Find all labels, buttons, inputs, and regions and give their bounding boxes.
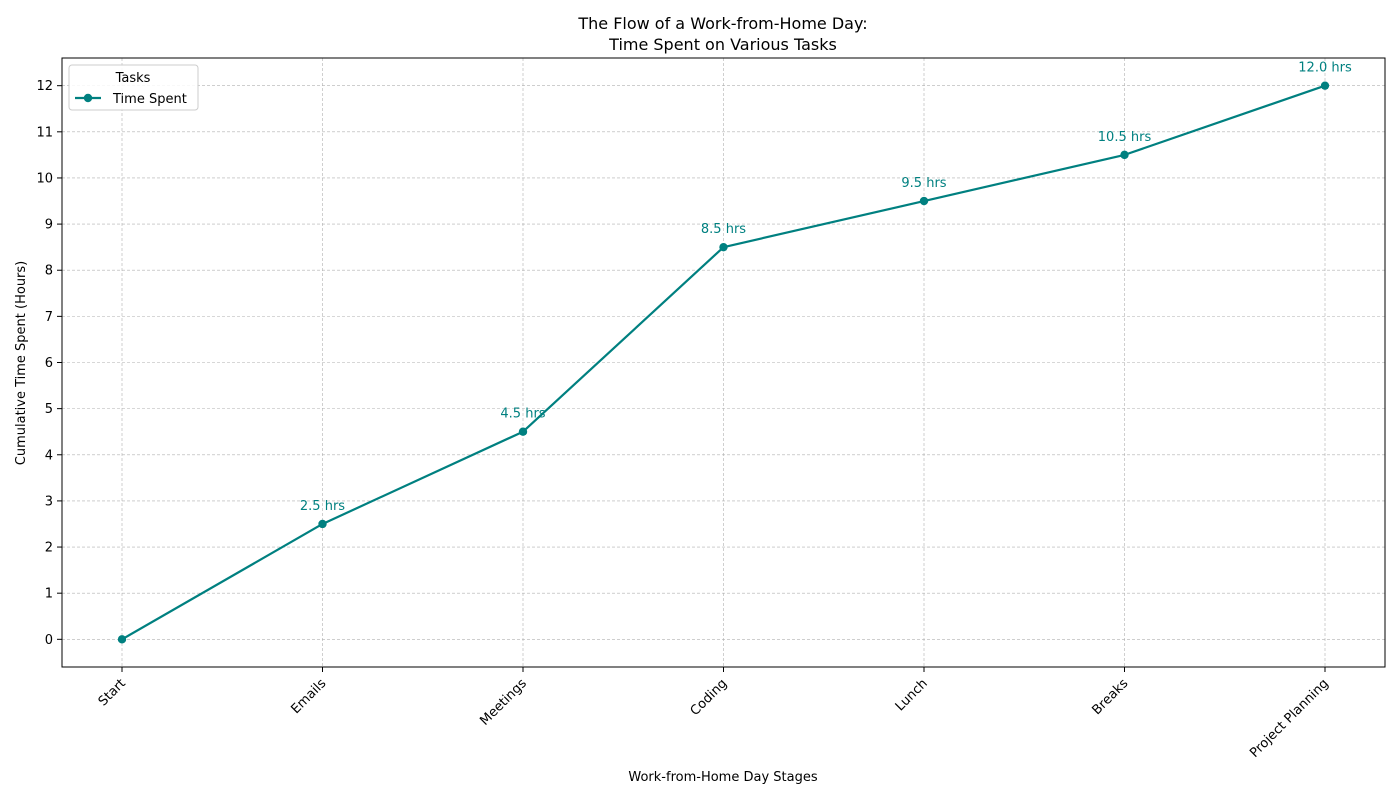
data-labels: 2.5 hrs 4.5 hrs 8.5 hrs 9.5 hrs 10.5 hrs 12.0… <box>300 61 1352 514</box>
y-tick-label: 9 <box>45 218 53 233</box>
y-tick-label: 8 <box>45 264 53 279</box>
data-label: 2.5 hrs <box>300 499 345 514</box>
y-tick-label: 3 <box>45 494 53 509</box>
y-tick-label: 0 <box>45 633 53 648</box>
x-tick-label: Start <box>96 676 129 709</box>
y-axis-label: Cumulative Time Spent (Hours) <box>14 261 29 465</box>
data-point <box>1120 150 1129 160</box>
y-tick-label: 1 <box>45 587 53 602</box>
y-tick-label: 5 <box>45 402 53 417</box>
x-tick-label: Project Planning <box>1247 676 1332 761</box>
data-label: 9.5 hrs <box>901 176 946 191</box>
chart-title-line-2: Time Spent on Various Tasks <box>608 35 837 54</box>
legend-marker-swatch <box>83 93 93 103</box>
y-tick-label: 11 <box>36 125 53 140</box>
x-tick-label: Coding <box>688 676 731 719</box>
x-tick-label: Breaks <box>1089 676 1131 718</box>
data-point <box>518 427 528 436</box>
data-point <box>919 196 929 206</box>
y-tick-label: 10 <box>36 171 53 186</box>
legend-title: Tasks <box>115 71 151 86</box>
y-tick-label: 12 <box>36 79 53 94</box>
data-point <box>1320 81 1330 90</box>
data-label: 8.5 hrs <box>701 222 746 237</box>
y-tick-label: 4 <box>45 448 53 463</box>
legend-box <box>68 64 199 111</box>
grid-lines <box>62 58 1385 667</box>
data-label: 12.0 hrs <box>1298 61 1352 76</box>
data-point <box>117 635 127 644</box>
data-point <box>719 242 728 252</box>
chart-title-line-1: The Flow of a Work-from-Home Day: <box>577 14 867 33</box>
x-tick-label: Emails <box>288 676 329 717</box>
data-label: 10.5 hrs <box>1098 130 1152 145</box>
x-axis-label: Work-from-Home Day Stages <box>628 770 817 785</box>
y-tick-label: 7 <box>45 310 53 325</box>
legend-entry-time-spent: Time Spent <box>112 92 187 107</box>
x-axis-ticks: Start Emails Meetings Coding Lunch Breaks Proj… <box>96 667 1332 761</box>
x-tick-label: Lunch <box>893 676 931 714</box>
legend: Tasks Time Spent <box>68 64 199 111</box>
data-point <box>318 519 327 529</box>
y-tick-label: 2 <box>45 541 53 556</box>
series-layer <box>117 81 1330 644</box>
y-tick-label: 6 <box>45 356 53 371</box>
x-tick-label: Meetings <box>477 676 530 729</box>
data-label: 4.5 hrs <box>500 407 545 422</box>
